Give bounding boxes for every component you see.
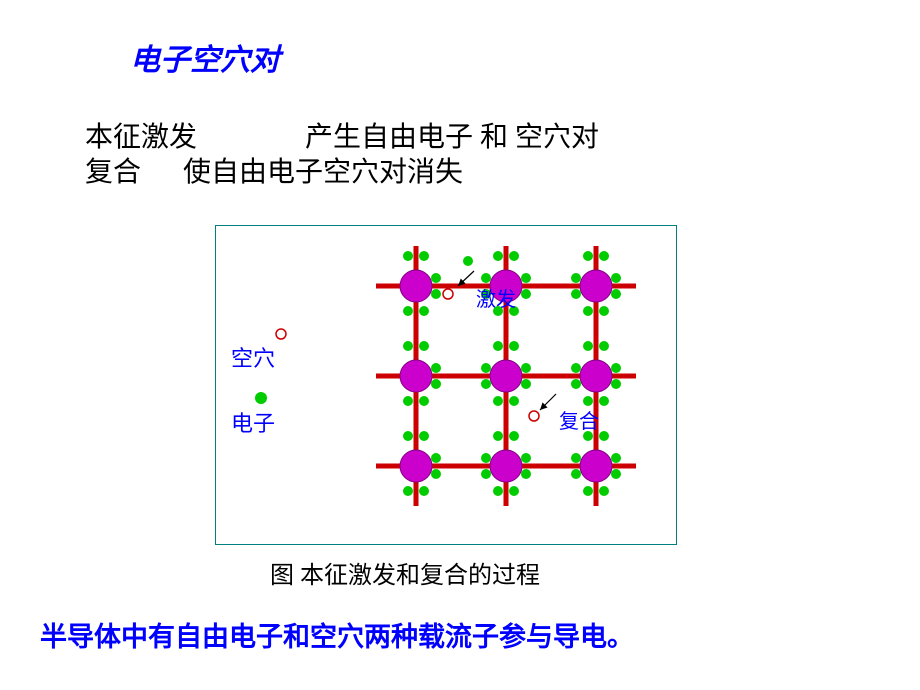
electron-dot: [481, 273, 491, 283]
electron-dot: [419, 251, 429, 261]
figure-caption: 图 本征激发和复合的过程: [270, 555, 540, 590]
electron-dot: [419, 486, 429, 496]
electron-dot: [493, 251, 503, 261]
electron-dot: [599, 431, 609, 441]
electron-dot: [509, 251, 519, 261]
electron-dot: [583, 396, 593, 406]
electron-dot: [599, 251, 609, 261]
electron-dot: [481, 469, 491, 479]
lattice-svg: 激发复合 空穴电子: [216, 226, 676, 544]
electron-dot: [583, 251, 593, 261]
electron-dot: [611, 379, 621, 389]
electron-dot: [419, 431, 429, 441]
atom-node: [580, 270, 612, 302]
atom-node: [490, 360, 522, 392]
line2-a: 复合: [85, 150, 141, 190]
hole-marker: [443, 289, 453, 299]
page-title: 电子空穴对: [130, 35, 280, 79]
electron-dot: [481, 453, 491, 463]
electron-dot: [493, 396, 503, 406]
electron-dot: [481, 363, 491, 373]
atom-node: [400, 450, 432, 482]
electron-dot: [583, 341, 593, 351]
line1-b: 产生自由电子 和 空穴对: [305, 115, 599, 155]
electron-dot: [611, 363, 621, 373]
electron-dot: [431, 289, 441, 299]
electron-dot: [611, 453, 621, 463]
electron-dot: [599, 341, 609, 351]
line1-a: 本征激发: [85, 115, 197, 155]
electron-dot: [463, 256, 473, 266]
legend-electron-icon: [255, 392, 267, 404]
electron-dot: [599, 486, 609, 496]
electron-dot: [431, 273, 441, 283]
electron-dot: [599, 306, 609, 316]
electron-dot: [521, 363, 531, 373]
atom-node: [580, 360, 612, 392]
electron-dot: [419, 306, 429, 316]
atom-node: [490, 450, 522, 482]
electron-dot: [493, 341, 503, 351]
electron-dot: [611, 289, 621, 299]
electron-dot: [571, 453, 581, 463]
electron-dot: [599, 396, 609, 406]
recombination-arrow: [540, 394, 556, 410]
electron-dot: [521, 469, 531, 479]
electron-dot: [571, 289, 581, 299]
electron-dot: [431, 379, 441, 389]
electron-dot: [481, 379, 491, 389]
electron-dot: [431, 453, 441, 463]
electron-dot: [509, 341, 519, 351]
electron-dot: [521, 453, 531, 463]
electron-dot: [509, 431, 519, 441]
electron-dot: [521, 379, 531, 389]
electron-dot: [403, 396, 413, 406]
electron-dot: [611, 469, 621, 479]
atom-node: [400, 360, 432, 392]
electron-dot: [403, 251, 413, 261]
electron-dot: [431, 469, 441, 479]
legend-electron-label: 电子: [231, 411, 275, 436]
electron-dot: [431, 363, 441, 373]
atom-node: [400, 270, 432, 302]
electron-dot: [571, 363, 581, 373]
electron-dot: [403, 431, 413, 441]
electron-dot: [509, 396, 519, 406]
label-recombination: 复合: [559, 410, 599, 433]
legend-hole-icon: [276, 329, 286, 339]
electron-dot: [571, 469, 581, 479]
electron-dot: [419, 396, 429, 406]
atom-node: [580, 450, 612, 482]
label-excitation: 激发: [476, 288, 516, 311]
footer-statement: 半导体中有自由电子和空穴两种载流子参与导电。: [40, 615, 634, 654]
electron-dot: [521, 273, 531, 283]
line2-b: 使自由电子空穴对消失: [183, 150, 463, 190]
electron-dot: [583, 486, 593, 496]
hole-marker: [529, 411, 539, 421]
electron-dot: [493, 431, 503, 441]
legend-hole-label: 空穴: [231, 346, 275, 371]
electron-dot: [403, 306, 413, 316]
electron-dot: [403, 341, 413, 351]
electron-dot: [509, 486, 519, 496]
electron-dot: [493, 486, 503, 496]
electron-dot: [521, 289, 531, 299]
electron-dot: [611, 273, 621, 283]
lattice-diagram: 激发复合 空穴电子: [215, 225, 677, 545]
electron-dot: [571, 273, 581, 283]
electron-dot: [571, 379, 581, 389]
electron-dot: [583, 306, 593, 316]
electron-dot: [419, 341, 429, 351]
electron-dot: [403, 486, 413, 496]
